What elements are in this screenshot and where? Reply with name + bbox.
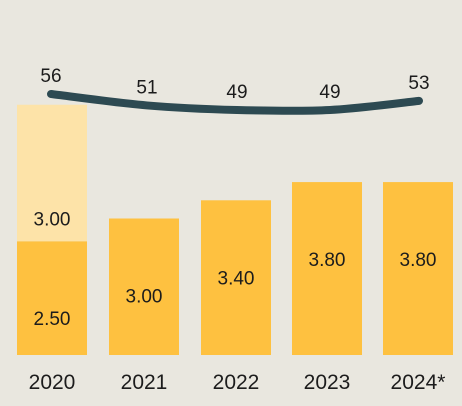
bar-2023 [292,182,362,355]
x-tick-label: 2021 [121,371,168,394]
bar-2021 [109,218,179,355]
x-axis-tick-labels: 2020 2021 2022 2023 2024* [29,371,446,394]
line-value-label: 49 [319,82,340,103]
trend-line [47,90,423,115]
bar-value-label: 3.80 [309,250,346,271]
line-labels-layer: 56 51 49 49 53 [40,66,429,103]
bar-upper-value-label: 3.00 [34,210,71,231]
bar-upper-2020 [17,104,87,242]
bar-value-label: 3.80 [400,250,437,271]
x-tick-label: 2024* [391,371,446,394]
line-value-label: 51 [136,77,157,98]
bar-labels-layer: 2.50 3.00 3.00 3.40 3.80 3.80 [34,210,437,331]
bar-value-label: 3.40 [218,268,255,289]
bar-value-label: 3.00 [126,286,163,307]
line-value-label: 53 [408,73,429,94]
bar-2020 [17,241,87,355]
bar-2022 [201,200,271,355]
bar-2024 [383,182,453,355]
x-tick-label: 2022 [213,371,260,394]
bars-layer [17,104,453,355]
x-tick-label: 2023 [304,371,351,394]
line-value-label: 49 [226,82,247,103]
bar-value-label: 2.50 [34,309,71,330]
x-tick-label: 2020 [29,371,76,394]
line-value-label: 56 [40,66,61,87]
